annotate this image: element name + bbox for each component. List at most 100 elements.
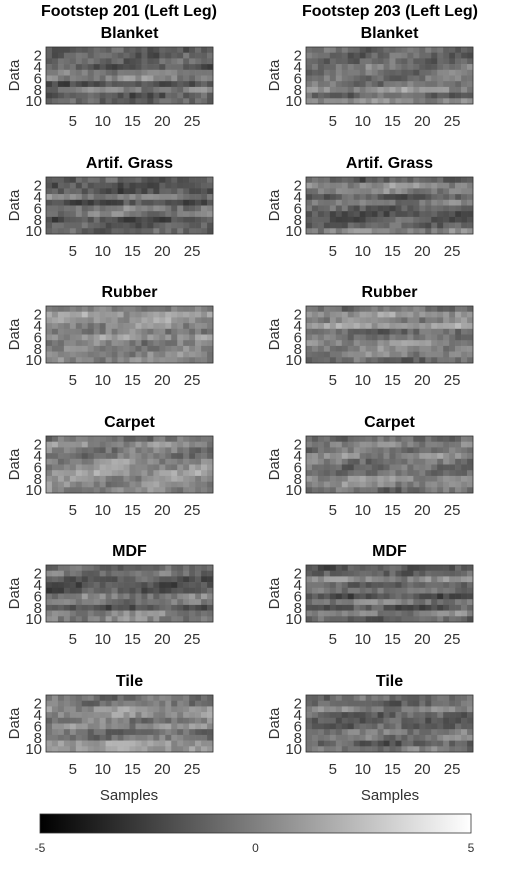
heatmap-cell <box>311 470 319 477</box>
heatmap-cell <box>165 86 172 93</box>
y-tick-label: 8 <box>34 730 42 747</box>
heatmap-cell <box>123 695 130 701</box>
heatmap-cell <box>425 610 432 617</box>
heatmap-cell <box>93 599 100 606</box>
heatmap-cell <box>123 717 130 724</box>
heatmap-cell <box>455 712 462 719</box>
heatmap-cell <box>431 52 438 59</box>
heatmap-cell <box>93 52 100 59</box>
heatmap-cell <box>207 593 214 600</box>
heatmap-cell <box>105 199 112 206</box>
heatmap-cell <box>353 441 360 448</box>
heatmap-cell <box>117 441 124 448</box>
heatmap-cell <box>159 616 166 623</box>
heatmap-cell <box>341 52 349 59</box>
heatmap-cell <box>177 47 184 53</box>
heatmap-cell <box>419 570 426 577</box>
heatmap-cell <box>329 436 337 442</box>
heatmap-cell <box>105 604 112 611</box>
heatmap-cell <box>437 593 444 600</box>
heatmap-cell <box>111 228 118 235</box>
heatmap-cell <box>51 64 59 71</box>
heatmap-cell <box>317 565 325 571</box>
heatmap-cell <box>347 587 355 594</box>
heatmap-cell <box>419 86 426 93</box>
heatmap-cell <box>389 317 396 324</box>
heatmap-cell <box>401 712 408 719</box>
heatmap-cell <box>153 610 160 617</box>
heatmap-cell <box>353 740 360 747</box>
heatmap-cell <box>111 351 118 358</box>
heatmap-cell <box>323 481 331 488</box>
heatmap-cell <box>341 222 349 229</box>
heatmap-cell <box>377 64 384 71</box>
heatmap-cell <box>75 565 83 571</box>
heatmap-cell <box>449 481 456 488</box>
heatmap-cell <box>359 98 366 105</box>
heatmap-cell <box>51 729 59 736</box>
heatmap-cell <box>171 746 178 753</box>
heatmap-cell <box>57 746 65 753</box>
heatmap-cell <box>425 194 432 201</box>
heatmap-cell <box>353 582 360 589</box>
heatmap-cell <box>443 306 450 312</box>
heatmap-cell <box>69 604 77 611</box>
heatmap-cell <box>165 599 172 606</box>
heatmap-cell <box>401 717 408 724</box>
heatmap-cell <box>323 351 331 358</box>
heatmap-cell <box>377 182 384 189</box>
heatmap-cell <box>129 565 136 571</box>
heatmap-cell <box>401 188 408 195</box>
heatmap-cell <box>153 345 160 352</box>
heatmap-cell <box>57 205 65 212</box>
heatmap-cell <box>317 177 325 183</box>
heatmap-cell <box>437 458 444 465</box>
x-tick-label: 15 <box>384 243 401 260</box>
heatmap-cell <box>371 216 378 223</box>
heatmap-cell <box>87 723 95 730</box>
heatmap-cell <box>141 746 148 753</box>
heatmap-cell <box>383 205 390 212</box>
heatmap-cell <box>207 487 214 494</box>
heatmap-cell <box>75 458 83 465</box>
heatmap-cell <box>317 211 325 218</box>
y-tick-label: 2 <box>34 307 42 324</box>
heatmap-cell <box>317 740 325 747</box>
heatmap-cell <box>413 340 420 347</box>
heatmap-cell <box>201 436 208 442</box>
heatmap-cell <box>87 458 95 465</box>
heatmap-cell <box>377 306 384 312</box>
heatmap-cell <box>323 92 331 99</box>
heatmap-cell <box>165 565 172 571</box>
heatmap-cell <box>443 740 450 747</box>
heatmap-cell <box>147 317 154 324</box>
heatmap-cell <box>329 706 337 713</box>
heatmap-cell <box>461 481 468 488</box>
heatmap-cell <box>341 47 349 53</box>
heatmap-cell <box>153 453 160 460</box>
heatmap-cell <box>311 64 319 71</box>
heatmap-cell <box>153 92 160 99</box>
heatmap-cell <box>347 52 355 59</box>
heatmap-cell <box>183 570 190 577</box>
heatmap-cell <box>311 328 319 335</box>
heatmap-cell <box>87 695 95 701</box>
heatmap-cell <box>306 211 313 218</box>
heatmap-cell <box>395 734 402 741</box>
heatmap-cell <box>135 706 142 713</box>
heatmap-cell <box>117 86 124 93</box>
heatmap-cell <box>135 351 142 358</box>
heatmap-cell <box>413 328 420 335</box>
heatmap-cell <box>117 98 124 105</box>
heatmap-cell <box>455 470 462 477</box>
panel-title: Artif. Grass <box>86 155 173 172</box>
heatmap-cell <box>419 357 426 364</box>
heatmap-cell <box>413 75 420 82</box>
heatmap-cell <box>123 69 130 76</box>
y-tick-label: 10 <box>25 611 42 628</box>
heatmap-cell <box>413 92 420 99</box>
heatmap-cell <box>87 323 95 330</box>
heatmap-cell <box>317 695 325 701</box>
heatmap-cell <box>467 98 474 105</box>
heatmap-cell <box>383 98 390 105</box>
